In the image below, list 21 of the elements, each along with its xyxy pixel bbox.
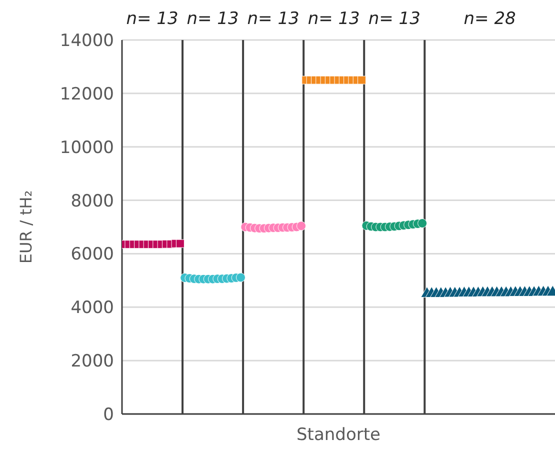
point [236, 272, 246, 282]
text: n= 13 [368, 9, 420, 29]
y-tick-label: 0 [103, 405, 114, 426]
y-tick-label: 2000 [70, 352, 114, 372]
text: n= 28 [464, 9, 516, 29]
y-axis-title: EUR / tH₂ [16, 190, 36, 264]
text: n= 13 [126, 9, 178, 29]
y-tick-label: 8000 [70, 191, 114, 212]
y-tick-label: 10000 [60, 138, 114, 158]
y-tick-label: 12000 [60, 84, 114, 104]
text: n= 13 [247, 9, 300, 29]
x-axis-title: Standorte [296, 425, 380, 445]
y-tick-label: 6000 [70, 244, 114, 265]
point [176, 239, 184, 248]
point [358, 76, 366, 84]
y-tick-label: 14000 [60, 31, 114, 52]
point [418, 218, 428, 228]
y-tick-label: 4000 [70, 298, 114, 318]
text: n= 13 [308, 9, 360, 29]
point [296, 221, 306, 231]
text: n= 13 [186, 9, 239, 29]
